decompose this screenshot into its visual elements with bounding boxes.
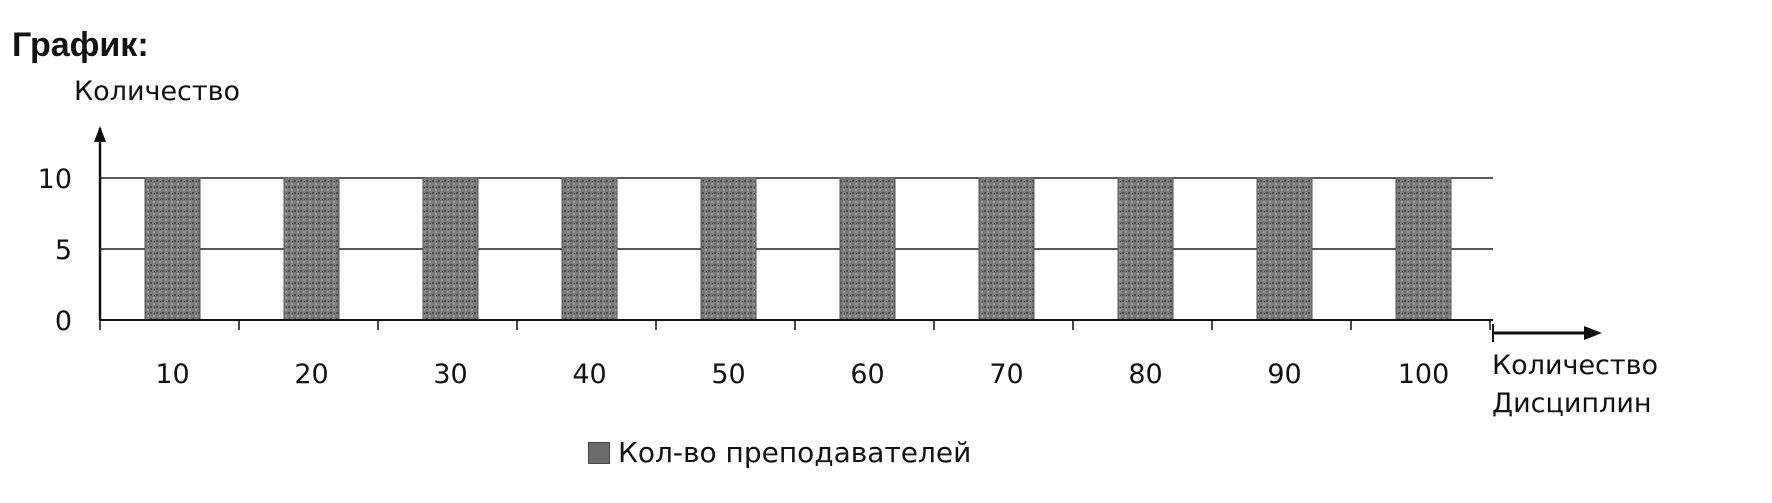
x-tick-label-90: 90 [1267,359,1301,390]
legend-swatch [588,441,610,464]
bar-40 [561,177,618,321]
x-axis-label-line1: Количество [1492,350,1658,381]
x-tick-label-50: 50 [711,359,745,390]
tick-labels: 0 5 10 10 20 30 40 50 60 70 80 90 100 [38,164,1450,390]
bars [144,177,1452,321]
bar-60 [839,177,896,321]
bar-50 [700,177,757,321]
legend: Кол-во преподавателей [588,436,971,469]
legend-label: Кол-во преподавателей [618,436,972,469]
x-axis-label-line2: Дисциплин [1492,388,1652,419]
bar-70 [978,177,1035,321]
axes [94,126,1602,342]
x-tick-label-100: 100 [1398,359,1450,390]
page-title: График: [12,26,149,64]
bar-90 [1256,177,1313,321]
x-tick-label-40: 40 [572,359,606,390]
x-tick-label-70: 70 [989,359,1023,390]
x-tick-label-30: 30 [433,359,467,390]
x-tick-label-60: 60 [850,359,884,390]
bar-100 [1395,177,1452,321]
y-axis-label: Количество [74,76,240,107]
bar-10 [144,177,201,321]
bar-80 [1117,177,1174,321]
x-tick-label-20: 20 [294,359,328,390]
y-tick-label-10: 10 [38,164,72,195]
x-tick-label-10: 10 [155,359,189,390]
y-tick-label-0: 0 [55,306,72,337]
bar-20 [283,177,340,321]
x-axis-arrow [1584,326,1602,340]
y-axis-arrow [94,126,106,142]
bar-30 [422,177,479,321]
y-tick-label-5: 5 [55,235,72,266]
x-tick-label-80: 80 [1128,359,1162,390]
